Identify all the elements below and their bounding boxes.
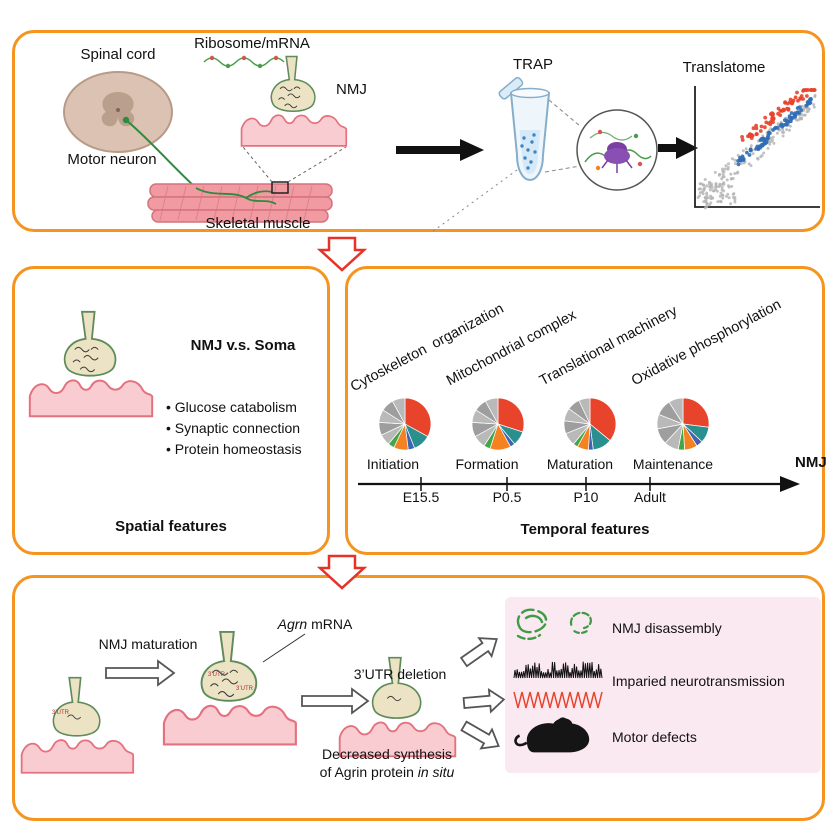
nmj-maturation-label: NMJ maturation [98,636,198,652]
time-label-p10: P10 [573,489,599,505]
red-down-arrow-1-icon [316,236,368,272]
agrn-gene-text: Agrn [277,616,308,632]
temporal-panel [345,266,825,555]
top-panel [12,30,825,232]
agrn-mrna-label: Agrn mRNA [277,616,353,632]
nmj-label: NMJ [336,81,367,98]
spatial-bullet-1: • Glucose catabolism [166,399,297,415]
outcome-label-disassembly: NMJ disassembly [612,620,722,636]
spinal-cord-label: Spinal cord [80,46,156,63]
skeletal-muscle-label: Skeletal muscle [205,215,311,232]
stage-label-maintenance: Maintenance [632,456,714,472]
nmj-axis-label: NMJ [795,454,827,471]
decreased-synthesis-line1: Decreased synthesis [322,746,452,762]
outcome-label-neurotransmission: Imparied neurotransmission [612,673,785,689]
stage-label-maturation: Maturation [546,456,614,472]
mrna-word-text: mRNA [307,616,353,632]
in-situ-text: in situ [417,764,455,780]
stage-label-initiation: Initiation [366,456,420,472]
outcome-label-motor-defects: Motor defects [612,729,697,745]
utr-deletion-label: 3’UTR deletion [353,666,447,682]
spatial-panel [12,266,330,555]
time-label-e155: E15.5 [402,489,440,505]
decreased-synthesis-line2: of Agrin protein in situ [319,764,455,780]
spatial-caption: Spatial features [115,518,227,535]
ribosome-mrna-label: Ribosome/mRNA [194,35,310,52]
stage-label-formation: Formation [455,456,519,472]
temporal-caption: Temporal features [520,521,650,538]
translatome-label: Translatome [682,59,766,76]
bottom-panel [12,575,825,821]
time-label-adult: Adult [634,489,666,505]
trap-label: TRAP [512,56,554,73]
motor-neuron-label: Motor neuron [67,151,157,168]
spatial-bullet-2: • Synaptic connection [166,420,301,436]
decreased-prefix-text: of Agrin protein [319,764,418,780]
spatial-title: NMJ v.s. Soma [190,337,296,354]
spatial-bullet-3: • Protein homeostasis [166,441,302,457]
time-label-p05: P0.5 [492,489,522,505]
